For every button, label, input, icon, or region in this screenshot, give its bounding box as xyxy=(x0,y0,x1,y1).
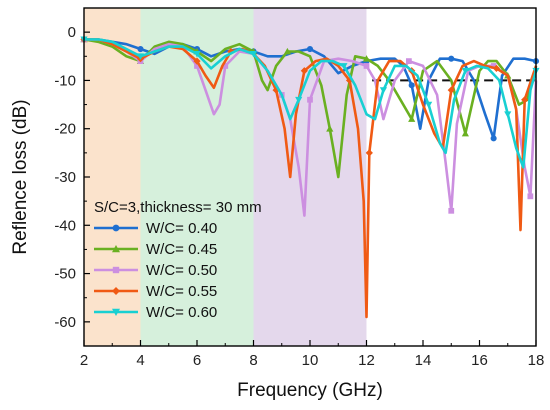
x-tick-label-3: 8 xyxy=(249,352,257,369)
x-axis-title: Frequency (GHz) xyxy=(237,380,383,401)
series-3-point-16 xyxy=(272,86,280,94)
series-3-point-24 xyxy=(345,76,354,85)
series-3-point-44 xyxy=(521,96,529,104)
legend-swatch-marker-3 xyxy=(112,287,120,295)
legend-swatch-marker-1 xyxy=(112,245,120,253)
y-tick-label-1: -10 xyxy=(54,72,76,89)
legend-item-4: W/C= 0.60 xyxy=(94,304,217,321)
legend-label-0: W/C= 0.40 xyxy=(146,220,217,237)
y-tick-label-2: -20 xyxy=(54,121,76,138)
series-3-point-36 xyxy=(447,86,455,94)
x-tick-label-6: 14 xyxy=(415,352,432,369)
series-1-point-32 xyxy=(461,129,469,137)
series-2-point-24 xyxy=(363,63,370,69)
series-4-point-20 xyxy=(340,63,348,70)
series-line-1 xyxy=(83,38,538,179)
series-4-point-12 xyxy=(249,50,258,58)
series-4-point-32 xyxy=(461,67,469,75)
y-tick-label-3: -30 xyxy=(54,169,76,186)
series-0-point-16 xyxy=(306,45,314,53)
legend-label-4: W/C= 0.60 xyxy=(146,304,217,321)
series-2-point-36 xyxy=(490,63,497,69)
series-3-point-40 xyxy=(492,64,501,72)
legend-title: S/C=3,thickness= 30 mm xyxy=(94,199,262,216)
band-0 xyxy=(84,8,141,346)
series-4-point-16 xyxy=(295,96,303,104)
x-tick-label-2: 6 xyxy=(193,352,201,369)
series-2-point-40 xyxy=(527,193,534,200)
series-3-point-20 xyxy=(300,67,308,75)
series-3-point-8 xyxy=(193,57,201,65)
series-2-point-12 xyxy=(222,63,229,69)
series-4-point-36 xyxy=(504,111,512,118)
legend-label-1: W/C= 0.45 xyxy=(146,241,217,258)
legend: S/C=3,thickness= 30 mm W/C= 0.40 W/C= 0.4… xyxy=(94,199,262,321)
legend-swatch-marker-4 xyxy=(112,308,120,316)
x-tick-label-4: 10 xyxy=(302,352,319,369)
series-1-point-20 xyxy=(326,125,334,132)
legend-swatch-marker-2 xyxy=(112,266,120,274)
series-4-point-8 xyxy=(193,50,201,58)
y-axis-title: Reflence loss (dB) xyxy=(10,99,31,254)
x-tick-label-5: 12 xyxy=(358,352,375,369)
y-tick-label-0: 0 xyxy=(68,24,76,41)
legend-item-1: W/C= 0.45 xyxy=(94,241,217,258)
x-tick-label-7: 16 xyxy=(471,352,488,369)
series-0-point-24 xyxy=(408,82,415,89)
series-4-point-28 xyxy=(425,101,433,109)
series-4-point-4 xyxy=(136,53,145,60)
series-2-point-8 xyxy=(194,63,200,69)
series-1-point-16 xyxy=(283,47,291,55)
legend-item-3: W/C= 0.55 xyxy=(94,283,217,300)
y-axis: 0 -10 -20 -30 -40 -50 -60 xyxy=(54,24,90,347)
legend-swatch-marker-0 xyxy=(112,224,120,232)
x-axis: 2 4 6 8 10 12 14 16 18 xyxy=(80,340,545,369)
series-0-point-32 xyxy=(490,135,497,142)
series-3-point-28 xyxy=(365,149,373,157)
legend-item-0: W/C= 0.40 xyxy=(94,220,217,237)
y-tick-label-5: -50 xyxy=(54,266,76,283)
legend-label-3: W/C= 0.55 xyxy=(146,283,217,300)
x-tick-label-0: 2 xyxy=(80,352,88,369)
series-0-point-28 xyxy=(448,55,455,62)
y-tick-label-4: -40 xyxy=(54,217,76,234)
x-tick-label-1: 4 xyxy=(136,352,144,369)
series-1-point-28 xyxy=(408,115,416,122)
legend-item-2: W/C= 0.50 xyxy=(94,262,217,279)
legend-label-2: W/C= 0.50 xyxy=(146,262,217,279)
series-2-point-32 xyxy=(448,207,455,214)
y-tick-label-6: -60 xyxy=(54,314,76,331)
series-4-point-24 xyxy=(379,87,388,94)
series-1-point-24 xyxy=(362,55,371,62)
x-tick-label-8: 18 xyxy=(528,352,545,369)
series-2-point-28 xyxy=(405,58,412,64)
series-2-point-20 xyxy=(307,96,313,103)
series-0-point-4 xyxy=(137,45,144,53)
